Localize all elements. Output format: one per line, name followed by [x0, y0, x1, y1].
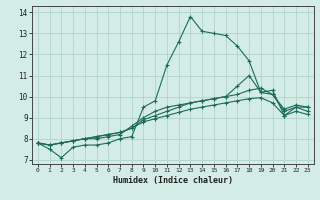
- X-axis label: Humidex (Indice chaleur): Humidex (Indice chaleur): [113, 176, 233, 185]
